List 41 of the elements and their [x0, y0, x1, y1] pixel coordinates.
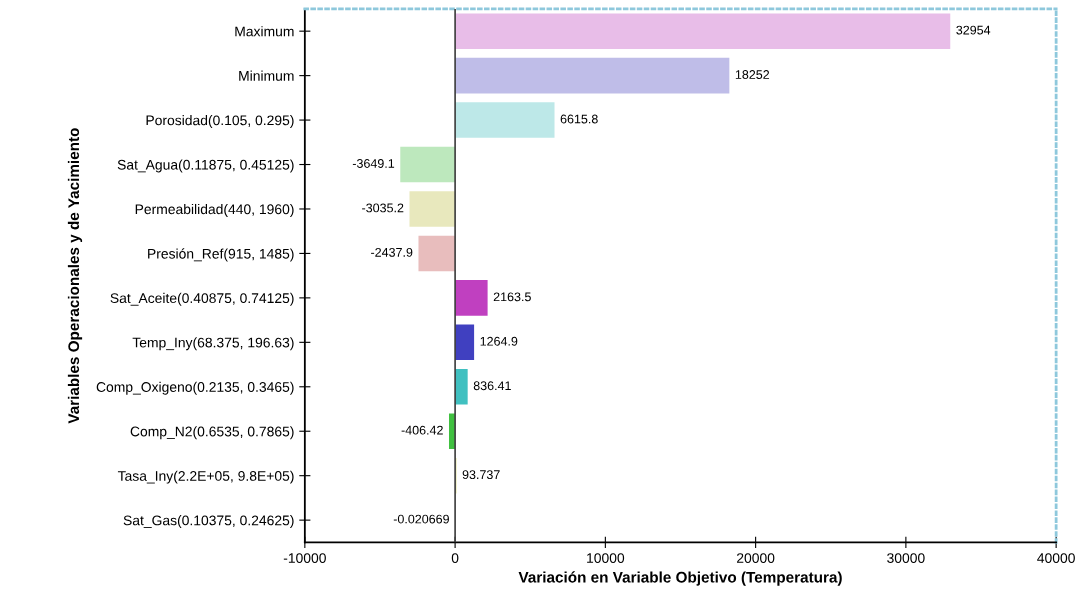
- x-tick-label: 0: [451, 553, 459, 563]
- data-label: 2163.5: [493, 292, 531, 302]
- data-label: 6615.8: [560, 114, 598, 124]
- y-tick-label: Temp_Iny(68.375, 196.63): [132, 337, 294, 351]
- y-tick-label: Sat_Aceite(0.40875, 0.74125): [110, 292, 294, 306]
- data-label: 836.41: [473, 381, 511, 391]
- y-tick-label: Porosidad(0.105, 0.295): [146, 115, 294, 128]
- y-tick-label: Presión_Ref(915, 1485): [148, 248, 294, 262]
- data-label: 32954: [956, 25, 991, 35]
- y-tick-label: Permeabilidad(440, 1960): [135, 203, 294, 217]
- data-label: -0.020669: [393, 514, 449, 524]
- x-tick-label: 30000: [887, 553, 925, 563]
- data-label: -2437.9: [371, 247, 413, 257]
- y-tick-label: Tasa_Iny(2.2E+05, 9.8E+05): [117, 470, 294, 484]
- bar: [455, 102, 555, 138]
- data-label: -406.42: [401, 425, 443, 435]
- y-axis-title: Variables Operacionales y de Yacimiento: [67, 128, 83, 424]
- bar: [455, 57, 730, 94]
- data-label: 18252: [735, 70, 770, 79]
- y-tick-label: Minimum: [239, 70, 294, 81]
- data-label: -3035.2: [362, 203, 404, 213]
- x-tick-label: 10000: [587, 553, 625, 563]
- bar: [455, 324, 475, 361]
- y-tick-label: Comp_Oxigeno(0.2135, 0.3465): [96, 381, 294, 395]
- bar: [418, 235, 456, 272]
- y-tick-label: Sat_Agua(0.11875, 0.45125): [117, 159, 294, 173]
- bar: [409, 191, 456, 227]
- data-label: 93.737: [462, 470, 500, 480]
- x-tick-label: 40000: [1037, 553, 1075, 563]
- bar: [455, 280, 488, 316]
- bar: [455, 369, 468, 405]
- y-tick-label: Comp_N2(0.6535, 0.7865): [130, 426, 294, 440]
- data-label: -3649.1: [352, 159, 395, 168]
- x-axis-title: Variación en Variable Objetivo (Temperatura): [518, 571, 842, 586]
- y-tick-label: Sat_Gas(0.10375, 0.24625): [123, 515, 294, 529]
- bar: [455, 13, 951, 49]
- data-label: 1264.9: [480, 336, 518, 346]
- bar: [400, 146, 456, 183]
- x-tick-label: 20000: [737, 553, 775, 563]
- x-tick-label: -10000: [283, 553, 326, 563]
- y-tick-label: Maximum: [235, 26, 294, 37]
